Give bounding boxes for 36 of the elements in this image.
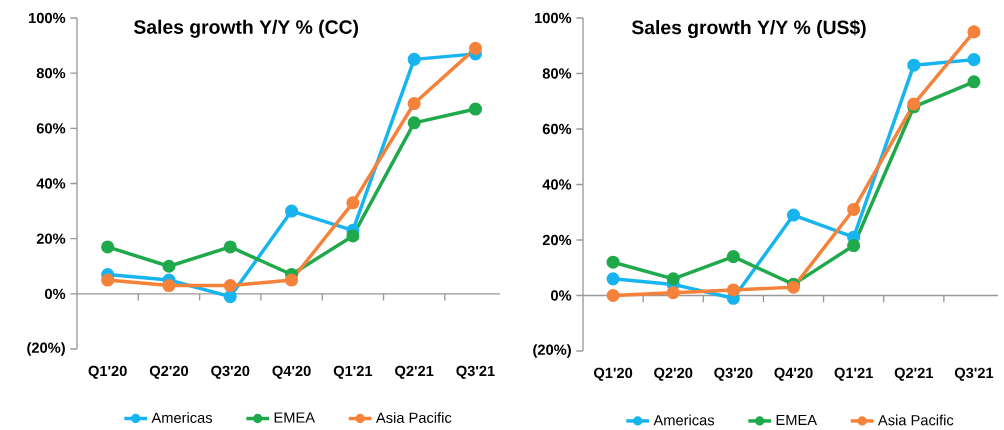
y-tick-label: 100% [535, 12, 572, 24]
chart-title: Sales growth Y/Y % (US$) [631, 19, 866, 39]
y-tick-label: 80% [36, 67, 66, 79]
x-tick-label: Q4'20 [774, 367, 813, 381]
x-tick-label: Q2'21 [894, 367, 934, 381]
y-tick-label: 20% [36, 233, 66, 244]
x-tick-label: Q1'21 [834, 367, 873, 381]
x-tick-label: Q1'20 [88, 365, 127, 379]
y-tick-label: 0% [551, 290, 572, 301]
x-tick-label: Q4'20 [272, 365, 311, 379]
x-tick-label: Q3'20 [211, 365, 250, 379]
legend-label: Americas [151, 412, 213, 423]
y-tick-label: 20% [542, 234, 572, 246]
y-tick-label: 100% [29, 12, 66, 24]
legend-label: Asia Pacific [375, 412, 452, 423]
y-tick-label: 80% [542, 68, 572, 79]
x-tick-label: Q1'21 [333, 365, 373, 379]
legend-label: EMEA [274, 412, 316, 423]
y-tick-label: (20%) [27, 342, 65, 356]
x-tick-label: Q2'20 [149, 365, 189, 379]
x-tick-label: Q1'20 [594, 367, 633, 381]
legend-label: EMEA [776, 414, 818, 425]
x-tick-label: Q3'20 [714, 367, 753, 381]
x-tick-label: Q3'21 [954, 367, 994, 381]
x-tick-label: Q2'20 [654, 367, 693, 381]
chart-title: Sales growth Y/Y % (CC) [133, 19, 359, 38]
y-tick-label: (20%) [533, 344, 571, 358]
y-tick-label: 0% [45, 288, 66, 300]
x-tick-label: Q2'21 [395, 365, 434, 379]
y-tick-label: 40% [542, 179, 572, 190]
legend-label: Americas [653, 414, 715, 426]
y-tick-label: 40% [36, 178, 66, 189]
y-tick-label: 60% [542, 123, 572, 135]
legend-label: Asia Pacific [877, 414, 954, 426]
y-tick-label: 60% [36, 123, 66, 134]
x-tick-label: Q3'21 [456, 365, 495, 379]
